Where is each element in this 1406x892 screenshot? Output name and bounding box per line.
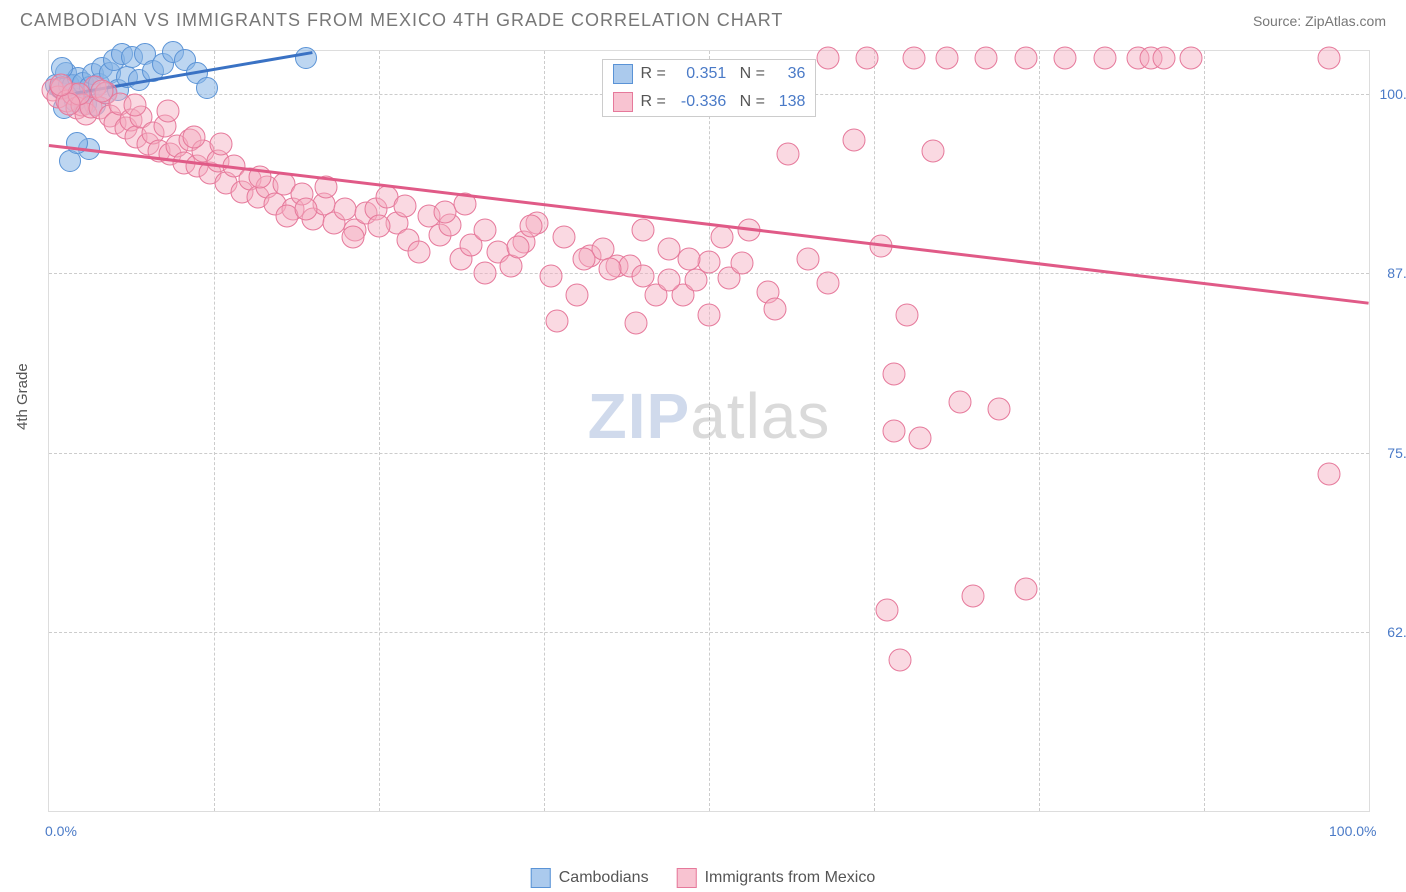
gridline-v — [1039, 51, 1040, 811]
stats-row: R = 0.351 N = 36 — [603, 60, 816, 88]
data-point — [843, 128, 866, 151]
data-point — [1179, 47, 1202, 70]
data-point — [1014, 47, 1037, 70]
data-point — [473, 219, 496, 242]
data-point — [678, 247, 701, 270]
correlation-chart: 62.5%75.0%87.5%100.0%0.0%100.0%ZIPatlasR… — [48, 50, 1370, 812]
data-point — [295, 47, 317, 69]
stats-text: R = -0.336 N = 138 — [641, 93, 806, 111]
legend-bottom: Cambodians Immigrants from Mexico — [531, 868, 876, 888]
gridline-v — [709, 51, 710, 811]
data-point — [546, 309, 569, 332]
stats-text: R = 0.351 N = 36 — [641, 65, 806, 83]
data-point — [473, 262, 496, 285]
data-point — [896, 303, 919, 326]
data-point — [909, 427, 932, 450]
x-tick-label: 0.0% — [45, 823, 77, 839]
data-point — [1094, 47, 1117, 70]
data-point — [183, 126, 206, 149]
data-point — [368, 214, 391, 237]
data-point — [777, 143, 800, 166]
data-point — [711, 226, 734, 249]
data-point — [552, 226, 575, 249]
data-point — [123, 94, 146, 117]
stats-box: R = 0.351 N = 36 R = -0.336 N = 138 — [602, 59, 817, 117]
data-point — [209, 133, 232, 156]
data-point — [333, 197, 356, 220]
data-point — [698, 250, 721, 273]
data-point — [341, 226, 364, 249]
data-point — [764, 298, 787, 321]
gridline-v — [1204, 51, 1205, 811]
gridline-v — [379, 51, 380, 811]
data-point — [882, 420, 905, 443]
data-point — [407, 240, 430, 263]
source-label: Source: ZipAtlas.com — [1253, 13, 1386, 29]
data-point — [876, 599, 899, 622]
data-point — [882, 362, 905, 385]
data-point — [90, 80, 113, 103]
data-point — [49, 74, 72, 97]
data-point — [816, 272, 839, 295]
legend-swatch — [677, 868, 697, 888]
data-point — [519, 214, 542, 237]
data-point — [196, 77, 218, 99]
data-point — [1014, 577, 1037, 600]
data-point — [295, 197, 318, 220]
data-point — [506, 236, 529, 259]
stats-row: R = -0.336 N = 138 — [603, 88, 816, 116]
data-point — [1054, 47, 1077, 70]
data-point — [1318, 47, 1341, 70]
data-point — [1318, 463, 1341, 486]
data-point — [566, 283, 589, 306]
data-point — [948, 391, 971, 414]
legend-label: Cambodians — [559, 869, 649, 887]
data-point — [599, 257, 622, 280]
legend-item: Cambodians — [531, 868, 649, 888]
y-tick-label: 62.5% — [1375, 624, 1406, 640]
data-point — [539, 265, 562, 288]
legend-label: Immigrants from Mexico — [705, 869, 876, 887]
data-point — [156, 100, 179, 123]
x-tick-label: 100.0% — [1329, 823, 1376, 839]
chart-title: CAMBODIAN VS IMMIGRANTS FROM MEXICO 4TH … — [20, 10, 783, 31]
data-point — [935, 47, 958, 70]
data-point — [572, 247, 595, 270]
data-point — [975, 47, 998, 70]
data-point — [988, 398, 1011, 421]
data-point — [698, 303, 721, 326]
data-point — [922, 140, 945, 163]
data-point — [816, 47, 839, 70]
data-point — [962, 584, 985, 607]
series-swatch — [613, 64, 633, 84]
data-point — [889, 649, 912, 672]
y-tick-label: 87.5% — [1375, 265, 1406, 281]
legend-swatch — [531, 868, 551, 888]
data-point — [856, 47, 879, 70]
gridline-v — [544, 51, 545, 811]
data-point — [394, 194, 417, 217]
series-swatch — [613, 92, 633, 112]
y-tick-label: 75.0% — [1375, 445, 1406, 461]
data-point — [658, 269, 681, 292]
legend-item: Immigrants from Mexico — [677, 868, 876, 888]
gridline-v — [874, 51, 875, 811]
data-point — [797, 247, 820, 270]
y-tick-label: 100.0% — [1375, 86, 1406, 102]
data-point — [902, 47, 925, 70]
data-point — [1153, 47, 1176, 70]
data-point — [625, 312, 648, 335]
data-point — [632, 219, 655, 242]
y-axis-label: 4th Grade — [14, 363, 31, 430]
data-point — [731, 252, 754, 275]
